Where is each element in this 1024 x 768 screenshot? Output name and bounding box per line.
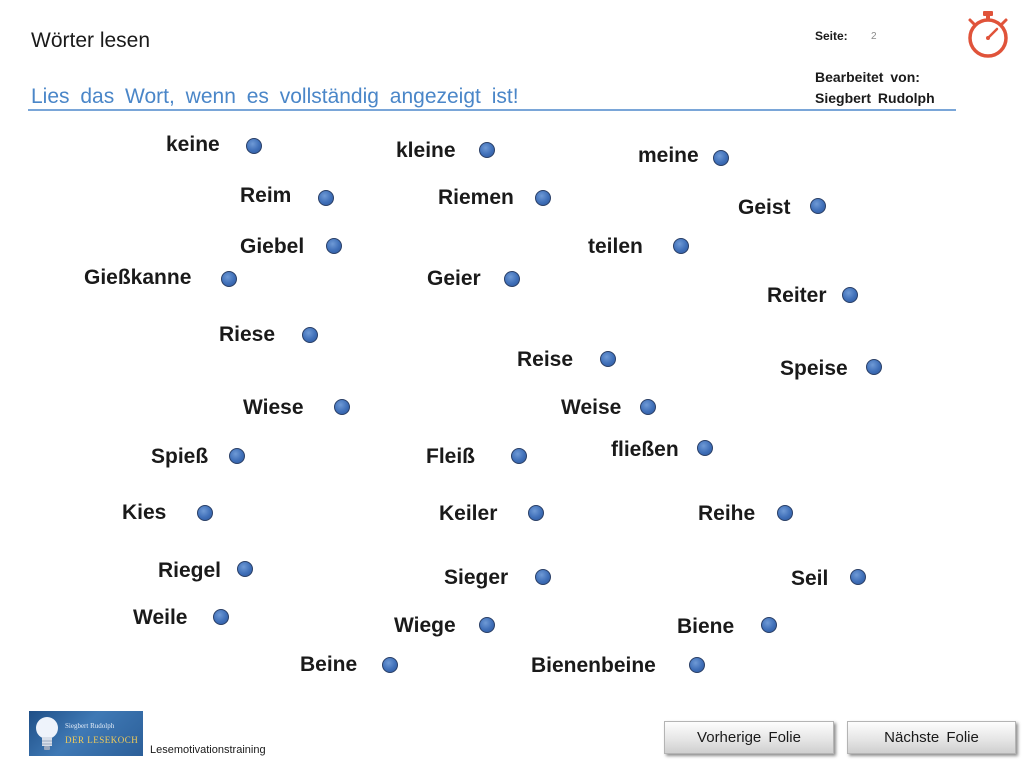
word-marker-button[interactable] [511,448,527,464]
word-label: Biene [677,615,735,638]
editor-name: Siegbert Rudolph [815,90,935,106]
word-label: Bienenbeine [531,654,656,677]
word-marker-button[interactable] [246,138,262,154]
word-marker-button[interactable] [842,287,858,303]
word-label: Wiese [243,396,304,419]
word-label: Geist [738,196,791,219]
word-marker-button[interactable] [479,142,495,158]
word-label: Reise [517,348,574,371]
next-slide-button[interactable]: Nächste Folie [847,721,1016,754]
word-marker-button[interactable] [640,399,656,415]
word-marker-button[interactable] [810,198,826,214]
word-label: Giebel [240,235,305,258]
word-label: meine [638,144,699,167]
word-label: Sieger [444,566,509,589]
word-marker-button[interactable] [535,569,551,585]
word-label: Riemen [438,186,514,209]
word-marker-button[interactable] [302,327,318,343]
editor-label: Bearbeitet von: [815,69,920,85]
word-marker-button[interactable] [866,359,882,375]
word-marker-button[interactable] [713,150,729,166]
word-marker-button[interactable] [697,440,713,456]
word-label: Weise [561,396,622,419]
word-marker-button[interactable] [197,505,213,521]
word-marker-button[interactable] [528,505,544,521]
word-marker-button[interactable] [850,569,866,585]
word-label: Geier [427,267,481,290]
word-marker-button[interactable] [777,505,793,521]
logo-brand: DER LESEKOCH [65,735,139,745]
header-divider [28,109,956,111]
lesekoch-logo: Siegbert Rudolph DER LESEKOCH [29,711,143,756]
word-marker-button[interactable] [479,617,495,633]
word-marker-button[interactable] [600,351,616,367]
word-label: Spieß [151,445,209,468]
editor-info: Bearbeitet von: Siegbert Rudolph [815,67,935,109]
word-marker-button[interactable] [237,561,253,577]
word-label: Reihe [698,502,756,525]
word-label: Fleiß [426,445,476,468]
word-marker-button[interactable] [334,399,350,415]
logo-author: Siegbert Rudolph [65,722,115,730]
word-label: Keiler [439,502,498,525]
word-label: Weile [133,606,188,629]
word-label: keine [166,133,220,156]
word-marker-button[interactable] [504,271,520,287]
word-marker-button[interactable] [326,238,342,254]
word-label: Riese [219,323,276,346]
word-marker-button[interactable] [689,657,705,673]
word-label: Speise [780,357,848,380]
word-label: Wiege [394,614,456,637]
page-label: Seite: [815,29,848,43]
page-title: Wörter lesen [31,29,151,52]
word-marker-button[interactable] [535,190,551,206]
word-label: kleine [396,139,456,162]
page-number: 2 [871,31,877,42]
word-label: teilen [588,235,643,258]
word-label: Seil [791,567,829,590]
word-marker-button[interactable] [761,617,777,633]
word-label: Beine [300,653,358,676]
word-label: Gießkanne [84,266,192,289]
lightbulb-icon [36,717,58,750]
stopwatch-icon[interactable] [963,9,1013,59]
word-marker-button[interactable] [673,238,689,254]
word-label: Kies [122,501,167,524]
word-marker-button[interactable] [318,190,334,206]
footer-caption: Lesemotivationstraining [150,744,266,756]
word-marker-button[interactable] [382,657,398,673]
word-marker-button[interactable] [229,448,245,464]
word-label: Reim [240,184,292,207]
word-label: Reiter [767,284,827,307]
previous-slide-button[interactable]: Vorherige Folie [664,721,834,754]
word-marker-button[interactable] [221,271,237,287]
instruction-text: Lies das Wort, wenn es vollständig angez… [31,85,519,108]
word-label: fließen [611,438,679,461]
word-marker-button[interactable] [213,609,229,625]
word-label: Riegel [158,559,222,582]
